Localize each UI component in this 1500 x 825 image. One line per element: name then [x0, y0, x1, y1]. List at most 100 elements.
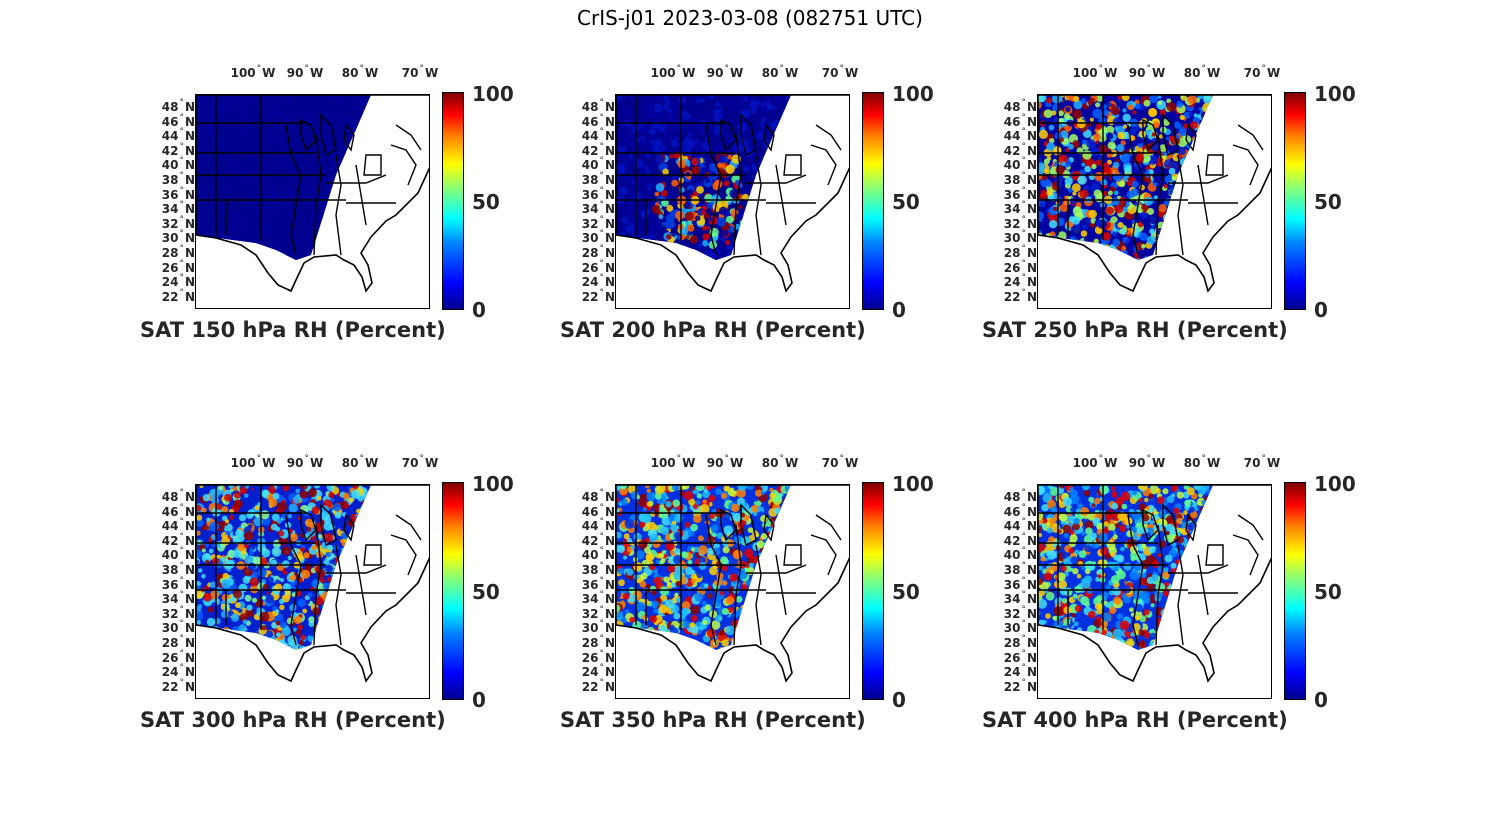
- rh-sample: [332, 603, 339, 610]
- rh-sample: [1049, 629, 1056, 636]
- rh-sample: [621, 107, 631, 118]
- rh-sample: [278, 530, 285, 537]
- rh-sample: [196, 154, 206, 164]
- rh-sample: [196, 110, 202, 117]
- rh-sample: [262, 517, 271, 526]
- rh-sample: [681, 485, 690, 490]
- rh-sample: [667, 564, 676, 573]
- rh-sample: [1208, 132, 1213, 139]
- rh-sample: [735, 630, 746, 640]
- rh-sample: [1134, 258, 1142, 260]
- rh-sample: [1115, 250, 1123, 258]
- rh-sample: [279, 97, 289, 107]
- rh-sample: [261, 107, 270, 116]
- rh-sample: [735, 642, 742, 649]
- rh-sample: [368, 207, 371, 216]
- rh-sample: [286, 259, 296, 260]
- state-border: [390, 534, 417, 576]
- rh-sample: [671, 232, 676, 237]
- rh-sample: [361, 233, 369, 241]
- rh-sample: [765, 633, 770, 638]
- rh-sample: [744, 247, 750, 253]
- rh-sample: [1210, 214, 1213, 225]
- rh-sample: [782, 127, 789, 135]
- rh-sample: [1190, 225, 1200, 236]
- rh-sample: [719, 591, 725, 596]
- rh-sample: [1112, 117, 1122, 127]
- rh-sample: [764, 158, 772, 166]
- colorbar-tick: 0: [472, 688, 486, 712]
- rh-sample: [700, 97, 706, 103]
- rh-sample: [757, 220, 763, 226]
- rh-sample: [355, 610, 360, 615]
- rh-sample: [365, 112, 371, 123]
- rh-sample: [1060, 635, 1067, 643]
- rh-sample: [624, 636, 633, 645]
- rh-sample: [196, 559, 200, 564]
- rh-sample: [288, 503, 298, 513]
- rh-sample: [1213, 261, 1218, 266]
- rh-sample: [355, 232, 365, 241]
- rh-sample: [731, 503, 740, 513]
- rh-sample: [354, 133, 363, 142]
- rh-sample: [764, 134, 770, 141]
- rh-sample: [1127, 177, 1132, 182]
- state-border: [1142, 118, 1159, 152]
- rh-sample: [360, 523, 369, 532]
- rh-sample: [196, 643, 205, 650]
- rh-sample: [248, 131, 255, 138]
- rh-sample: [246, 228, 256, 238]
- state-border: [1237, 124, 1264, 151]
- rh-sample: [351, 249, 357, 255]
- rh-sample: [1107, 190, 1113, 196]
- rh-sample: [778, 551, 785, 558]
- rh-sample: [773, 203, 777, 208]
- rh-sample: [769, 620, 775, 625]
- rh-sample: [685, 650, 691, 656]
- rh-sample: [340, 213, 348, 220]
- rh-sample: [634, 255, 641, 260]
- lat-label: 42°N: [581, 531, 615, 548]
- rh-sample: [790, 555, 791, 565]
- rh-sample: [207, 255, 216, 260]
- rh-sample: [783, 621, 791, 629]
- rh-sample: [255, 216, 261, 222]
- rh-sample: [768, 243, 777, 253]
- rh-sample: [305, 139, 314, 148]
- rh-sample: [360, 108, 371, 119]
- rh-sample: [781, 183, 788, 190]
- rh-sample: [238, 101, 244, 107]
- rh-sample: [357, 261, 363, 267]
- rh-sample: [1052, 253, 1062, 260]
- rh-sample: [1171, 176, 1177, 181]
- rh-sample: [1116, 99, 1125, 108]
- rh-sample: [743, 165, 750, 173]
- rh-sample: [632, 246, 643, 257]
- lat-label: 32°N: [161, 214, 195, 231]
- rh-sample: [205, 137, 212, 145]
- state-border: [740, 503, 757, 547]
- rh-sample: [1209, 188, 1213, 193]
- rh-sample: [211, 539, 216, 545]
- lat-label: 22°N: [161, 287, 195, 304]
- rh-sample: [330, 241, 339, 251]
- rh-sample: [249, 648, 255, 650]
- rh-sample: [656, 233, 661, 239]
- rh-sample: [209, 521, 220, 532]
- rh-sample: [206, 617, 216, 627]
- rh-sample: [198, 240, 205, 248]
- rh-sample: [231, 252, 240, 260]
- rh-sample: [1164, 227, 1173, 236]
- rh-sample: [306, 527, 312, 532]
- rh-sample: [738, 204, 743, 210]
- rh-sample: [1118, 579, 1125, 587]
- rh-sample: [765, 171, 774, 180]
- lat-labels: 48°N 46°N 44°N 42°N 40°N 38°N 36°N 34°N 32°N 30°N…: [982, 484, 1037, 699]
- rh-sample: [276, 648, 286, 650]
- rh-sample: [704, 229, 710, 234]
- rh-swath: [616, 485, 791, 656]
- rh-sample: [275, 161, 284, 169]
- rh-sample: [1205, 117, 1212, 125]
- rh-sample: [740, 239, 747, 246]
- rh-sample: [649, 615, 657, 623]
